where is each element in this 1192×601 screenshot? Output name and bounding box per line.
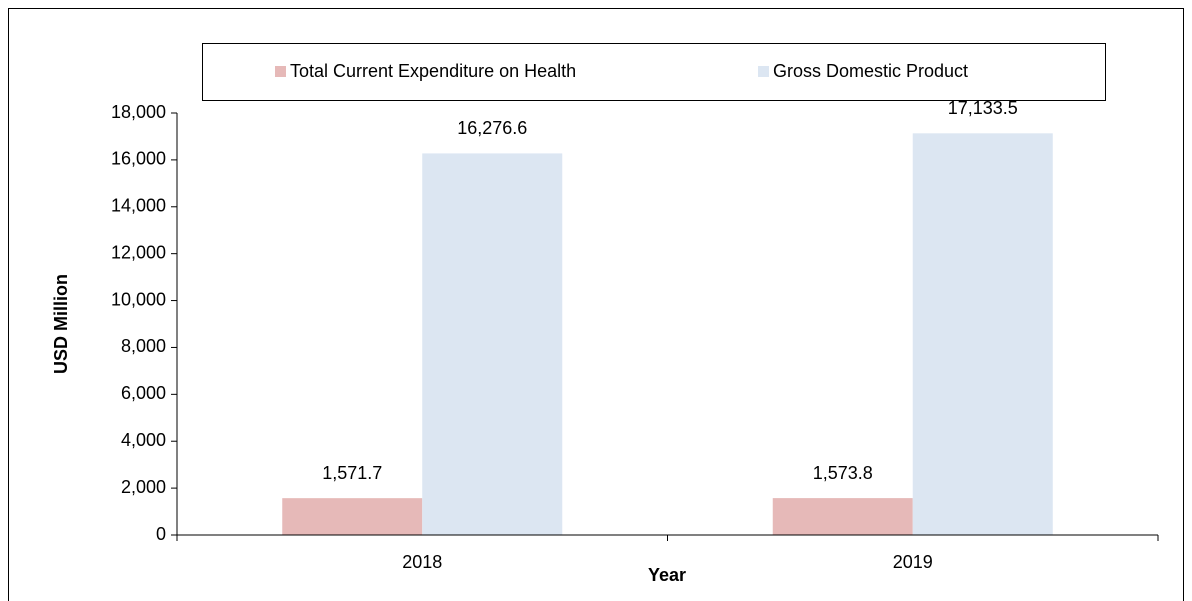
y-tick-label: 2,000 <box>121 477 166 497</box>
legend-swatch <box>275 66 286 77</box>
y-tick-label: 8,000 <box>121 336 166 356</box>
value-label: 1,573.8 <box>813 463 873 483</box>
bar <box>772 498 913 535</box>
y-tick-label: 10,000 <box>111 289 166 309</box>
legend-box <box>202 43 1106 101</box>
bar <box>912 133 1053 535</box>
value-label: 17,133.5 <box>948 98 1018 118</box>
y-tick-label: 0 <box>156 524 166 544</box>
x-axis-label: Year <box>648 565 686 585</box>
y-tick-label: 16,000 <box>111 149 166 169</box>
y-axis-label: USD Million <box>51 274 71 374</box>
bar <box>422 153 563 535</box>
x-tick-label: 2018 <box>402 552 442 572</box>
value-label: 16,276.6 <box>457 118 527 138</box>
y-tick-label: 12,000 <box>111 242 166 262</box>
legend-swatch <box>758 66 769 77</box>
legend-label: Gross Domestic Product <box>773 61 968 81</box>
value-label: 1,571.7 <box>322 463 382 483</box>
y-tick-label: 4,000 <box>121 430 166 450</box>
y-tick-label: 14,000 <box>111 196 166 216</box>
y-tick-label: 6,000 <box>121 383 166 403</box>
x-tick-label: 2019 <box>893 552 933 572</box>
y-tick-label: 18,000 <box>111 102 166 122</box>
legend-label: Total Current Expenditure on Health <box>290 61 576 81</box>
bar <box>282 498 423 535</box>
